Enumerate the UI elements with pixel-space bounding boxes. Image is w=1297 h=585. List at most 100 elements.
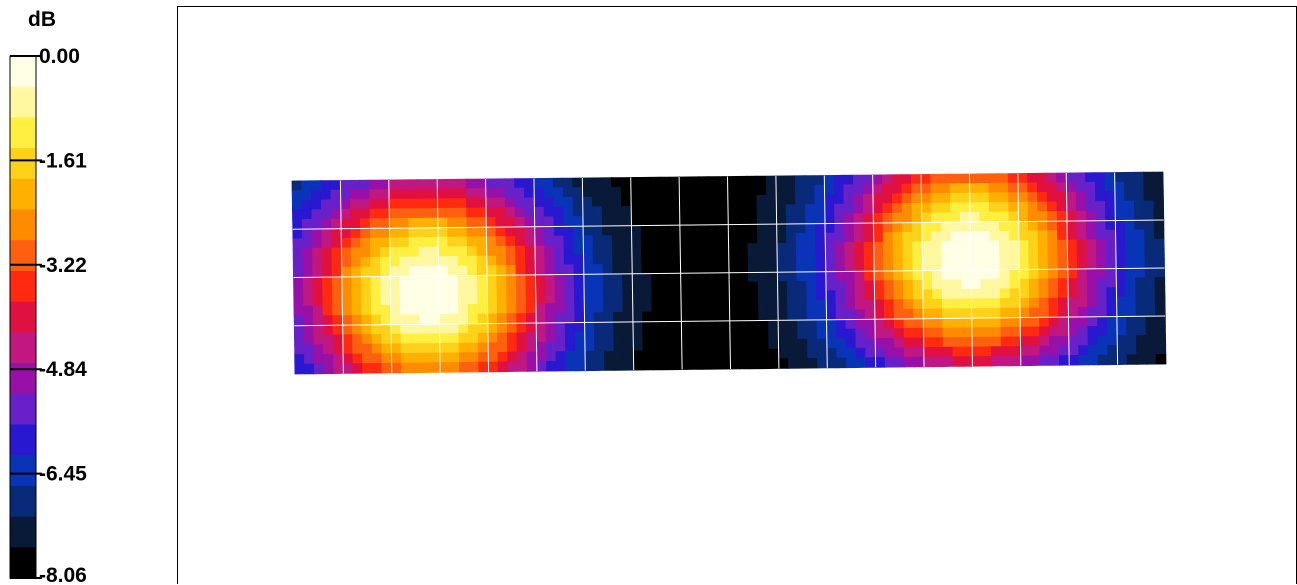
heatmap-cell	[456, 188, 467, 200]
heatmap-cell	[1106, 277, 1117, 289]
heatmap-cell	[302, 276, 314, 288]
heatmap-cell	[1085, 220, 1097, 231]
heatmap-cell	[1134, 229, 1146, 240]
heatmap-cell	[447, 255, 459, 267]
heatmap-cell	[331, 266, 343, 278]
heatmap-cell	[855, 328, 866, 340]
heatmap-cell	[438, 265, 449, 277]
heatmap-cell	[1058, 297, 1069, 309]
heatmap-cell	[989, 240, 1001, 252]
heatmap-cell	[709, 282, 721, 293]
heatmap-cell	[739, 339, 751, 351]
heatmap-cell	[640, 244, 652, 255]
heatmap-cell	[1029, 345, 1041, 357]
heatmap-cell	[884, 357, 896, 368]
heatmap-cell	[1000, 346, 1012, 357]
heatmap-cell	[951, 298, 963, 310]
heatmap-cell	[932, 289, 943, 300]
heatmap-cell	[437, 236, 449, 248]
heatmap-cell	[419, 333, 431, 345]
heatmap-cell	[409, 266, 420, 277]
heatmap-cell	[350, 218, 361, 230]
heatmap-cell	[961, 336, 973, 348]
heatmap-cell	[846, 357, 857, 369]
heatmap-cell	[371, 333, 383, 345]
heatmap-cell	[962, 346, 973, 358]
heatmap-cell	[980, 307, 992, 319]
heatmap-cell	[988, 173, 1000, 184]
heatmap-cell	[710, 339, 721, 351]
heatmap-cell	[438, 275, 449, 287]
heatmap-cell	[961, 288, 972, 300]
heatmap-cell	[398, 237, 410, 248]
heatmap-cell	[524, 216, 536, 228]
heatmap-cell	[322, 324, 334, 336]
heatmap-cell	[1155, 334, 1167, 346]
colorbar-legend: dB 0.00-1.61-3.22-4.84-6.45-8.06	[9, 8, 87, 584]
heatmap-cell	[1125, 287, 1137, 298]
heatmap-cell	[1076, 258, 1088, 270]
heatmap-cell	[1096, 296, 1108, 308]
heatmap-cell	[950, 212, 961, 223]
heatmap-cell	[621, 263, 633, 275]
heatmap-cell	[853, 241, 865, 253]
heatmap-cell	[980, 298, 992, 309]
heatmap-cell	[485, 226, 497, 238]
heatmap-cell	[990, 288, 1001, 300]
heatmap-cell	[565, 351, 576, 362]
heatmap-cell	[825, 280, 837, 292]
heatmap-cell	[1125, 267, 1137, 279]
heatmap-cell	[737, 252, 749, 264]
heatmap-cell	[389, 227, 400, 239]
heatmap-cell	[554, 302, 566, 314]
heatmap-cell	[922, 270, 933, 281]
heatmap-cell	[572, 216, 584, 227]
heatmap-cell	[747, 223, 758, 235]
heatmap-cell	[1065, 182, 1077, 193]
heatmap-cell	[1096, 287, 1108, 299]
heatmap-cell	[668, 176, 680, 188]
heatmap-cell	[710, 359, 722, 370]
heatmap-cell	[495, 255, 507, 267]
heatmap-cell	[872, 193, 884, 205]
heatmap-cell	[747, 233, 759, 245]
heatmap-cell	[797, 329, 808, 340]
heatmap-cell	[931, 241, 943, 252]
heatmap-cell	[467, 265, 478, 277]
heatmap-cell	[823, 184, 835, 196]
heatmap-cell	[882, 193, 893, 205]
heatmap-cell	[796, 309, 808, 321]
heatmap-cell	[1027, 220, 1039, 232]
heatmap-cell	[621, 244, 633, 256]
heatmap-cell	[756, 175, 767, 187]
heatmap-cell	[922, 308, 934, 320]
heatmap-cell	[303, 344, 315, 356]
heatmap-cell	[381, 343, 392, 355]
heatmap-cell	[516, 341, 528, 353]
heatmap-cell	[330, 199, 342, 210]
heatmap-cell	[447, 227, 458, 238]
heatmap-cell	[1087, 345, 1099, 356]
heatmap-cell	[942, 327, 954, 339]
heatmap-cell	[950, 260, 962, 271]
heatmap-cell	[804, 175, 816, 186]
heatmap-cell	[359, 179, 371, 191]
heatmap-cell	[475, 188, 487, 199]
heatmap-cell	[381, 362, 393, 374]
heatmap-cell	[845, 338, 857, 349]
heatmap-cell	[1144, 267, 1156, 279]
heatmap-cell	[293, 334, 305, 346]
heatmap-cell	[495, 236, 507, 247]
heatmap-cell	[893, 270, 904, 282]
colorbar-band	[10, 270, 36, 303]
heatmap-cell	[999, 250, 1010, 261]
heatmap-cell	[1076, 249, 1088, 260]
heatmap-cell	[737, 223, 749, 235]
heatmap-cell	[853, 222, 865, 234]
heatmap-cell	[1046, 201, 1058, 213]
heatmap-cell	[438, 313, 450, 325]
heatmap-cell	[564, 331, 576, 343]
heatmap-cell	[1153, 238, 1165, 250]
heatmap-cell	[368, 179, 380, 191]
heatmap-cell	[408, 246, 420, 258]
